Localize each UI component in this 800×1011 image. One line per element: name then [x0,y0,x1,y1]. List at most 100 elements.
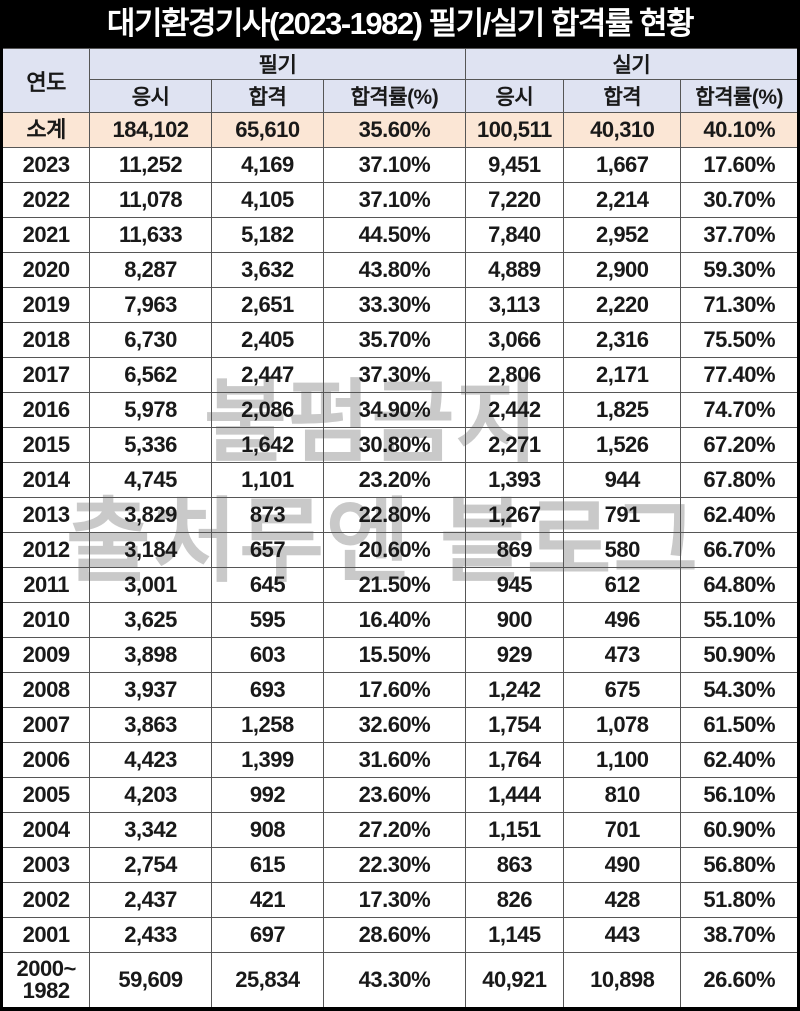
year-cell: 2021 [0,217,91,253]
value-cell: 1,825 [563,392,682,428]
value-cell: 4,889 [464,252,565,288]
value-cell: 17.60% [323,672,466,708]
value-cell: 3,066 [464,322,565,358]
year-cell: 2015 [0,427,91,463]
value-cell: 869 [464,532,565,568]
value-cell: 810 [563,777,682,813]
value-cell: 15.50% [323,637,466,673]
value-cell: 20.60% [323,532,466,568]
value-cell: 1,101 [210,462,325,498]
value-cell: 21.50% [323,567,466,603]
table-row: 2001 2,433 697 28.60% 1,145 443 38.70% [0,917,799,953]
value-cell: 900 [464,602,565,638]
year-cell: 2008 [0,672,91,708]
value-cell: 2,952 [563,217,682,253]
value-cell: 615 [210,847,325,883]
table-row: 2018 6,730 2,405 35.70% 3,066 2,316 75.50% [0,322,799,358]
year-cell: 2020 [0,252,91,288]
value-cell: 2,405 [210,322,325,358]
year-cell: 2002 [0,882,91,918]
header-practical-pass-rate: 합격률(%) [680,79,799,113]
value-cell: 61.50% [680,707,799,743]
value-cell: 33.30% [323,287,466,323]
year-cell: 2012 [0,532,91,568]
value-cell: 944 [563,462,682,498]
value-cell: 40,310 [563,112,682,148]
value-cell: 60.90% [680,812,799,848]
value-cell: 23.60% [323,777,466,813]
value-cell: 1,145 [464,917,565,953]
value-cell: 1,100 [563,742,682,778]
value-cell: 67.20% [680,427,799,463]
value-cell: 421 [210,882,325,918]
value-cell: 4,423 [89,742,212,778]
value-cell: 826 [464,882,565,918]
value-cell: 6,562 [89,357,212,393]
year-cell: 2017 [0,357,91,393]
value-cell: 37.10% [323,182,466,218]
value-cell: 28.60% [323,917,466,953]
value-cell: 38.70% [680,917,799,953]
value-cell: 37.10% [323,147,466,183]
value-cell: 657 [210,532,325,568]
value-cell: 9,451 [464,147,565,183]
value-cell: 55.10% [680,602,799,638]
value-cell: 11,252 [89,147,212,183]
value-cell: 43.30% [323,952,466,1010]
value-cell: 1,667 [563,147,682,183]
header-year: 연도 [0,48,91,113]
value-cell: 496 [563,602,682,638]
table-header: 연도 필기 실기 응시 합격 합격률(%) 응시 합격 합격률(%) [0,48,800,113]
value-cell: 908 [210,812,325,848]
header-written-pass-rate: 합격률(%) [323,79,466,113]
value-cell: 2,171 [563,357,682,393]
value-cell: 4,105 [210,182,325,218]
table-row: 2007 3,863 1,258 32.60% 1,754 1,078 61.50% [0,707,799,743]
value-cell: 612 [563,567,682,603]
value-cell: 25,834 [210,952,325,1010]
table-row: 소계 184,102 65,610 35.60% 100,511 40,310 40.10% [0,112,799,148]
value-cell: 30.80% [323,427,466,463]
table-row: 2010 3,625 595 16.40% 900 496 55.10% [0,602,799,638]
value-cell: 62.40% [680,742,799,778]
value-cell: 4,745 [89,462,212,498]
value-cell: 2,437 [89,882,212,918]
value-cell: 3,001 [89,567,212,603]
table-row: 2014 4,745 1,101 23.20% 1,393 944 67.80% [0,462,799,498]
header-written-applicants: 응시 [89,79,212,113]
year-cell: 2010 [0,602,91,638]
value-cell: 4,169 [210,147,325,183]
value-cell: 43.80% [323,252,466,288]
value-cell: 2,651 [210,287,325,323]
table-row: 2012 3,184 657 20.60% 869 580 66.70% [0,532,799,568]
value-cell: 22.80% [323,497,466,533]
table-row: 2002 2,437 421 17.30% 826 428 51.80% [0,882,799,918]
value-cell: 77.40% [680,357,799,393]
value-cell: 1,399 [210,742,325,778]
value-cell: 3,113 [464,287,565,323]
year-cell: 2022 [0,182,91,218]
value-cell: 10,898 [563,952,682,1010]
value-cell: 35.60% [323,112,466,148]
value-cell: 37.70% [680,217,799,253]
header-practical-passers: 합격 [563,79,682,113]
value-cell: 3,342 [89,812,212,848]
year-cell: 2004 [0,812,91,848]
year-cell: 2000~ 1982 [0,952,91,1010]
value-cell: 873 [210,497,325,533]
value-cell: 580 [563,532,682,568]
value-cell: 3,632 [210,252,325,288]
value-cell: 5,336 [89,427,212,463]
value-cell: 2,447 [210,357,325,393]
table-row: 2023 11,252 4,169 37.10% 9,451 1,667 17.60% [0,147,799,183]
value-cell: 7,840 [464,217,565,253]
page-title: 대기환경기사(2023-1982) 필기/실기 합격률 현황 [0,0,800,48]
year-cell: 2007 [0,707,91,743]
year-cell: 2011 [0,567,91,603]
year-cell: 소계 [0,112,91,148]
table-row: 2004 3,342 908 27.20% 1,151 701 60.90% [0,812,799,848]
value-cell: 100,511 [464,112,565,148]
value-cell: 693 [210,672,325,708]
value-cell: 17.60% [680,147,799,183]
year-cell: 2018 [0,322,91,358]
